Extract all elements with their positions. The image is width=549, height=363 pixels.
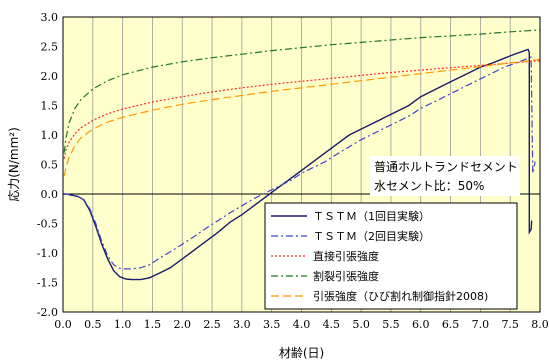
y-tick-label: 0.0 (41, 188, 59, 201)
series-lines (63, 29, 541, 281)
y-tick-label: -0.5 (37, 218, 58, 231)
annotation-water-cement-ratio: 水セメント比：50% (374, 179, 484, 193)
y-tick-label: -1.0 (37, 247, 58, 260)
legend-label-2: ＴＳＴＭ（2回目実験） (313, 229, 430, 243)
x-tick-label: 5.5 (382, 318, 400, 331)
legend-label-5: 引張強度（ひび割れ制御指針2008) (313, 289, 488, 303)
x-tick-label: 3.5 (263, 318, 281, 331)
y-tick-label: 1.0 (41, 129, 59, 142)
y-tick-label: -2.0 (37, 306, 58, 319)
x-tick-label: 1.0 (114, 318, 132, 331)
x-tick-label: 8.0 (531, 318, 549, 331)
x-tick-label: 3.0 (233, 318, 251, 331)
x-tick-label: 0.0 (54, 318, 72, 331)
x-tick-label: 2.5 (203, 318, 221, 331)
series-line-5 (63, 58, 541, 177)
y-tick-label: 2.5 (41, 41, 59, 54)
plot-frame (62, 16, 541, 313)
legend-label-1: ＴＳＴＭ（1回目実験） (313, 209, 430, 223)
annotation-box: 普通ホルトランドセメント 水セメント比：50% (370, 156, 520, 196)
x-tick-label: 6.5 (442, 318, 460, 331)
legend: ＴＳＴＭ（1回目実験） ＴＳＴＭ（2回目実験） 直接引張強度割裂引張強度引張強度（ひ… (264, 202, 518, 310)
x-axis-title: 材齢(日) (279, 345, 324, 360)
x-tick-label: 0.5 (84, 318, 102, 331)
series-line-4 (63, 29, 541, 153)
x-tick-label: 1.5 (144, 318, 162, 331)
x-tick-label: 4.0 (293, 318, 311, 331)
series-line-2 (63, 56, 536, 270)
annotation-cement-type: 普通ホルトランドセメント (374, 160, 518, 174)
tick-labels: 3.02.52.01.51.00.50.0-0.5-1.0-1.5-2.00.0… (37, 11, 549, 331)
x-tick-label: 4.5 (323, 318, 341, 331)
y-tick-label: -1.5 (37, 277, 58, 290)
y-tick-label: 2.0 (41, 70, 59, 83)
x-tick-label: 7.5 (501, 318, 519, 331)
legend-label-4: 割裂引張強度 (313, 269, 379, 283)
y-tick-label: 3.0 (41, 11, 59, 24)
y-axis-title: 応力(N/mm²) (7, 127, 21, 202)
legend-label-3: 直接引張強度 (313, 249, 379, 263)
x-tick-label: 5.0 (352, 318, 370, 331)
y-tick-label: 1.5 (41, 100, 59, 113)
x-tick-label: 6.0 (412, 318, 430, 331)
y-tick-label: 0.5 (41, 159, 59, 172)
x-tick-label: 2.0 (174, 318, 192, 331)
series-line-3 (63, 60, 541, 159)
x-tick-label: 7.0 (472, 318, 490, 331)
